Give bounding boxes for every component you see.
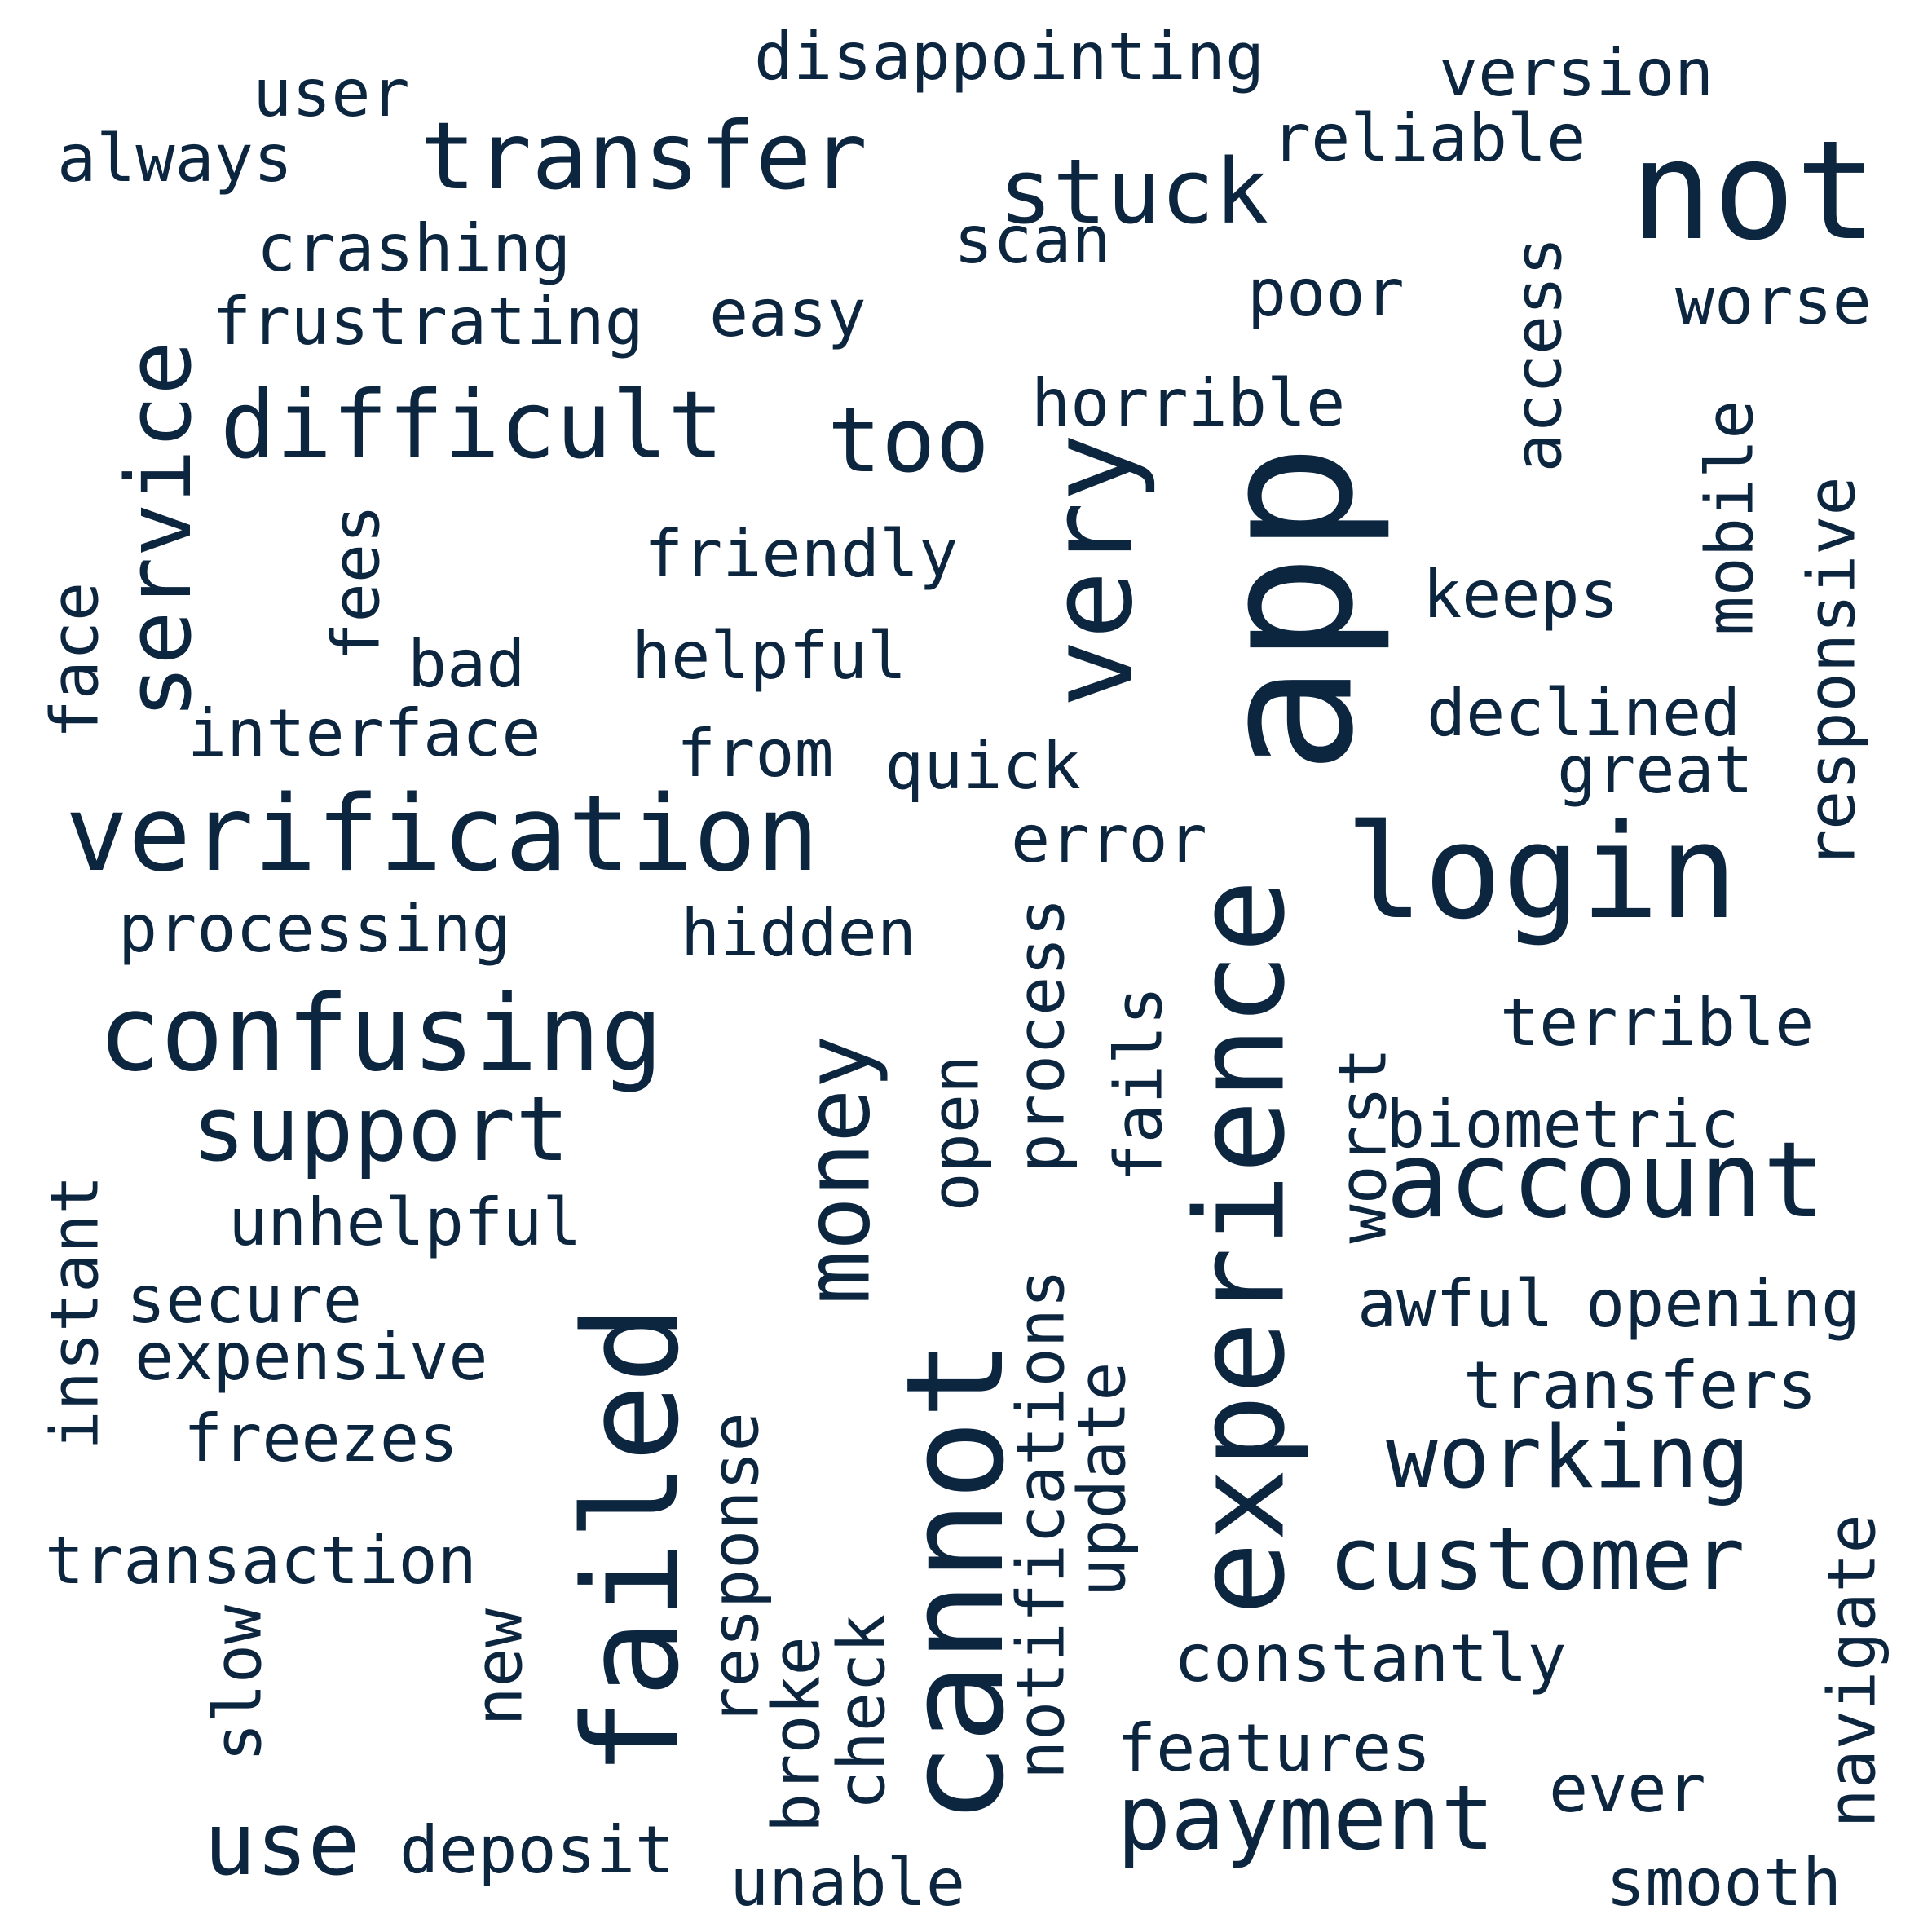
word-opening: opening bbox=[1586, 1266, 1861, 1342]
word-payment: payment bbox=[1117, 1766, 1495, 1870]
word-verification: verification bbox=[65, 774, 819, 895]
word-reliable: reliable bbox=[1272, 100, 1586, 176]
word-freezes: freezes bbox=[183, 1400, 459, 1476]
word-frustrating: frustrating bbox=[212, 284, 644, 359]
word-access: access bbox=[1500, 236, 1577, 473]
word-too: too bbox=[827, 388, 990, 492]
word-not: not bbox=[1630, 111, 1878, 271]
word-very: very bbox=[1026, 433, 1158, 708]
word-failed: failed bbox=[555, 1305, 708, 1776]
word-poor: poor bbox=[1247, 255, 1405, 331]
word-responsive: responsive bbox=[1793, 476, 1870, 869]
word-worst: worst bbox=[1325, 1047, 1401, 1244]
word-open: open bbox=[917, 1054, 994, 1212]
word-transfers: transfers bbox=[1463, 1348, 1817, 1423]
word-stuck: stuck bbox=[999, 139, 1269, 244]
word-friendly: friendly bbox=[644, 516, 959, 592]
word-constantly: constantly bbox=[1174, 1621, 1567, 1696]
word-customer: customer bbox=[1329, 1509, 1745, 1609]
word-interface: interface bbox=[187, 695, 541, 771]
word-slow: slow bbox=[200, 1604, 276, 1762]
word-secure: secure bbox=[126, 1262, 362, 1338]
word-process: process bbox=[1003, 898, 1079, 1173]
word-login: login bbox=[1345, 796, 1738, 948]
word-transaction: transaction bbox=[45, 1523, 477, 1599]
word-bad: bad bbox=[408, 626, 526, 702]
word-broke: broke bbox=[758, 1636, 835, 1833]
word-support: support bbox=[192, 1077, 570, 1181]
word-error: error bbox=[1011, 801, 1207, 877]
word-from: from bbox=[677, 716, 834, 792]
word-scan: scan bbox=[954, 202, 1111, 278]
word-fees: fees bbox=[318, 504, 395, 662]
word-app: app bbox=[1180, 443, 1395, 775]
word-expensive: expensive bbox=[135, 1319, 488, 1395]
word-keeps: keeps bbox=[1423, 557, 1619, 633]
word-check: check bbox=[823, 1613, 900, 1811]
word-disappointing: disappointing bbox=[754, 19, 1265, 95]
word-smooth: smooth bbox=[1606, 1845, 1842, 1921]
word-fails: fails bbox=[1101, 986, 1177, 1183]
word-face: face bbox=[37, 581, 113, 739]
word-features: features bbox=[1117, 1710, 1431, 1786]
word-easy: easy bbox=[709, 276, 867, 351]
word-transfer: transfer bbox=[420, 102, 868, 210]
word-version: version bbox=[1439, 35, 1714, 111]
word-crashing: crashing bbox=[257, 210, 571, 286]
word-biometric: biometric bbox=[1386, 1087, 1740, 1162]
word-quick: quick bbox=[884, 728, 1081, 804]
word-ever: ever bbox=[1549, 1751, 1706, 1827]
word-hidden: hidden bbox=[681, 895, 916, 971]
word-terrible: terrible bbox=[1500, 985, 1815, 1061]
word-difficult: difficult bbox=[220, 371, 724, 479]
word-navigate: navigate bbox=[1814, 1514, 1890, 1828]
word-confusing: confusing bbox=[98, 973, 664, 1095]
word-always: always bbox=[57, 121, 293, 196]
word-helpful: helpful bbox=[632, 618, 907, 694]
word-great: great bbox=[1557, 732, 1753, 808]
word-declined: declined bbox=[1427, 675, 1741, 751]
word-new: new bbox=[461, 1608, 537, 1727]
word-account: account bbox=[1386, 1120, 1826, 1242]
word-mobile: mobile bbox=[1692, 399, 1768, 636]
word-processing: processing bbox=[118, 891, 511, 967]
word-working: working bbox=[1386, 1407, 1750, 1507]
word-unable: unable bbox=[730, 1845, 965, 1921]
word-worse: worse bbox=[1675, 263, 1872, 339]
word-unhelpful: unhelpful bbox=[228, 1184, 582, 1260]
word-deposit: deposit bbox=[399, 1812, 675, 1888]
word-instant: instant bbox=[37, 1175, 113, 1450]
word-horrible: horrible bbox=[1031, 365, 1346, 441]
word-experience: experience bbox=[1170, 879, 1312, 1616]
word-awful: awful bbox=[1357, 1266, 1554, 1342]
word-update: update bbox=[1064, 1361, 1140, 1598]
word-money: money bbox=[785, 1034, 890, 1305]
word-service: service bbox=[107, 341, 211, 719]
word-use: use bbox=[204, 1794, 360, 1895]
word-user: user bbox=[253, 55, 410, 131]
